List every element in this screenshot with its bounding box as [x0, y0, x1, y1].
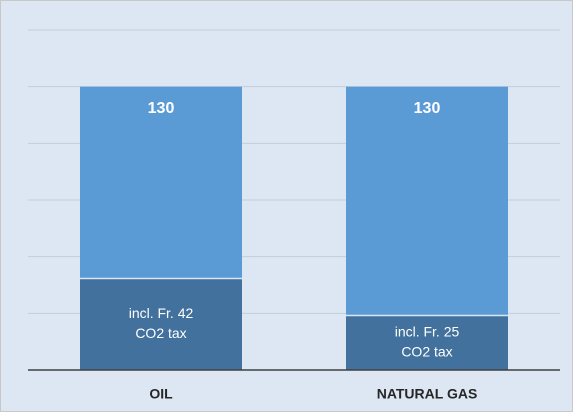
bar-segment [80, 278, 242, 370]
total-label: 130 [148, 100, 175, 117]
x-tick-label: OIL [149, 386, 173, 402]
total-label: 130 [414, 100, 441, 117]
value-label: CO2 tax [135, 325, 186, 341]
value-label: CO2 tax [401, 343, 452, 359]
value-label: incl. Fr. 42 [129, 305, 194, 321]
bar-segment [80, 86, 242, 279]
bar-segment [346, 86, 508, 316]
x-tick-label: NATURAL GAS [377, 386, 478, 402]
bar-segment [346, 315, 508, 370]
value-label: incl. Fr. 25 [395, 323, 460, 339]
